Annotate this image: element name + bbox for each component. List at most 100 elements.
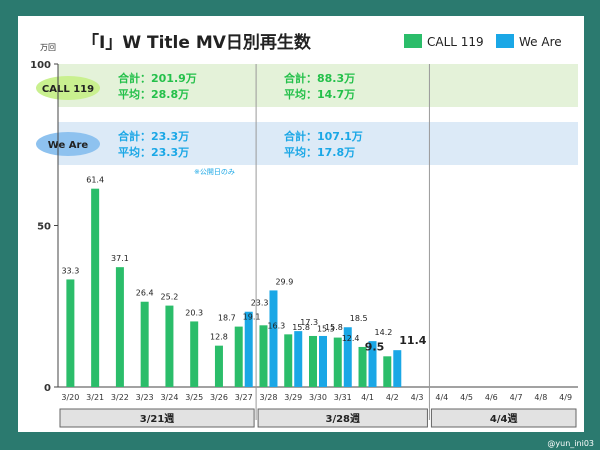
- data-label-call-119: 15.8: [292, 323, 310, 332]
- legend-swatch-weare: [496, 34, 514, 48]
- x-tick-label: 4/5: [460, 393, 473, 402]
- x-tick-label: 3/27: [235, 393, 253, 402]
- data-labels: 33.3 61.4 37.1 26.4 25.2 20.3 12.8 18.7 23.3 19.1…: [61, 176, 426, 354]
- bar-call-119: [259, 325, 268, 387]
- weare-week1-total: 合計：23.3万: [118, 129, 189, 143]
- week-label: 3/21週: [140, 413, 175, 425]
- data-label-we-are: 11.4: [399, 334, 426, 347]
- week-box: [59, 408, 255, 428]
- legend-label-weare: We Are: [519, 35, 562, 49]
- x-tick-label: 4/8: [534, 393, 547, 402]
- axes: 0 50 100: [30, 60, 578, 420]
- data-label-call-119: 61.4: [86, 176, 104, 185]
- bar-we-are: [343, 327, 352, 387]
- weare-week1-average: 平均：23.3万: [118, 145, 189, 159]
- bar-call-119: [190, 321, 199, 387]
- legend-label-call: CALL 119: [427, 35, 484, 49]
- x-tick-label: 4/6: [485, 393, 498, 402]
- week-boxes: 3/21週 3/28週 4/4週: [59, 408, 577, 428]
- call-week2-average: 平均：14.7万: [284, 87, 355, 101]
- x-tick-label: 3/30: [309, 393, 327, 402]
- data-label-call-119: 33.3: [61, 266, 79, 275]
- data-label-call-119: 37.1: [111, 254, 129, 263]
- data-label-we-are: 15.8: [325, 323, 343, 332]
- weare-week2-total: 合計：107.1万: [284, 129, 363, 143]
- bar-we-are: [319, 335, 327, 387]
- data-label-call-119: 20.3: [185, 308, 203, 317]
- x-tick-label: 3/31: [334, 393, 352, 402]
- y-tick-label: 0: [44, 383, 51, 394]
- credit-handle: @yun_ini03: [547, 439, 594, 448]
- call-pill-label: CALL 119: [42, 84, 94, 95]
- data-label-call-119: 25.2: [161, 293, 179, 302]
- bars: [66, 188, 402, 387]
- data-label-call-119: 26.4: [136, 289, 154, 298]
- call-summary-band: [58, 64, 578, 107]
- bar-call-119: [165, 305, 174, 387]
- bar-call-119: [284, 334, 293, 387]
- data-label-call-119: 16.3: [267, 321, 285, 330]
- data-label-call-119: 9.5: [365, 340, 385, 353]
- y-tick-label: 100: [30, 60, 51, 71]
- x-tick-label: 3/21: [86, 393, 104, 402]
- data-label-call-119: 19.1: [243, 312, 261, 321]
- x-tick-label: 4/2: [386, 393, 399, 402]
- call-week1-total: 合計：201.9万: [118, 71, 197, 85]
- bar-call-119: [234, 326, 243, 387]
- x-tick-label: 3/20: [61, 393, 79, 402]
- data-label-we-are: 23.3: [251, 299, 269, 308]
- bar-call-119: [214, 345, 223, 387]
- chart-card: 「I」W Title MV日別再生数 CALL 119 We Are 万回 CA…: [18, 16, 584, 432]
- bar-call-119: [140, 301, 149, 387]
- weare-week2-average: 平均：17.8万: [284, 145, 355, 159]
- weare-note: ※公開日のみ: [194, 168, 235, 176]
- data-label-call-119: 12.4: [342, 334, 360, 343]
- x-tick-label: 4/7: [510, 393, 523, 402]
- weare-pill-label: We Are: [48, 140, 89, 151]
- y-axis-unit: 万回: [40, 43, 56, 52]
- week-box: [257, 408, 428, 428]
- bar-call-119: [66, 279, 75, 387]
- x-tick-label: 4/9: [559, 393, 572, 402]
- week-box: [430, 408, 577, 428]
- x-tick-label: 3/23: [136, 393, 154, 402]
- bar-we-are: [244, 311, 253, 387]
- bar-we-are: [393, 350, 402, 387]
- week-label: 4/4週: [490, 413, 518, 425]
- data-label-we-are: 17.3: [300, 318, 318, 327]
- weare-pill: [36, 132, 100, 156]
- call-week2-total: 合計：88.3万: [284, 71, 355, 85]
- call-week1-average: 平均：28.8万: [118, 87, 189, 101]
- x-tick-label: 3/26: [210, 393, 228, 402]
- chart-title: 「I」W Title MV日別再生数: [82, 32, 312, 53]
- x-tick-label: 4/3: [411, 393, 424, 402]
- legend-swatch-call: [404, 34, 422, 48]
- bar-call-119: [358, 346, 367, 387]
- data-label-we-are: 14.2: [375, 328, 393, 337]
- x-tick-label: 4/4: [435, 393, 448, 402]
- data-label-call-119: 15.3: [317, 325, 335, 334]
- bar-call-119: [309, 335, 317, 387]
- y-tick-label: 50: [37, 222, 51, 233]
- x-tick-labels: 3/20 3/21 3/22 3/23 3/24 3/25 3/26 3/27 3/28 3/29…: [61, 393, 572, 402]
- x-tick-label: 3/24: [160, 393, 178, 402]
- data-label-we-are: 18.5: [350, 314, 368, 323]
- x-tick-label: 4/1: [361, 393, 374, 402]
- weare-summary-band: [58, 122, 578, 165]
- x-tick-label: 3/29: [284, 393, 302, 402]
- data-label-call-119: 18.7: [218, 314, 236, 323]
- bar-call-119: [333, 337, 342, 387]
- bar-call-119: [383, 356, 392, 387]
- bar-call-119: [91, 188, 100, 387]
- data-label-call-119: 12.8: [210, 333, 228, 342]
- bar-call-119: [115, 267, 124, 387]
- x-tick-label: 3/25: [185, 393, 203, 402]
- data-label-we-are: 29.9: [275, 277, 293, 286]
- call-pill: [36, 76, 100, 100]
- x-tick-label: 3/28: [259, 393, 277, 402]
- bar-we-are: [269, 290, 278, 387]
- bar-we-are: [368, 341, 377, 387]
- week-label: 3/28週: [325, 413, 360, 425]
- bar-we-are: [294, 331, 303, 387]
- bar-chart: 「I」W Title MV日別再生数 CALL 119 We Are 万回 CA…: [30, 32, 578, 428]
